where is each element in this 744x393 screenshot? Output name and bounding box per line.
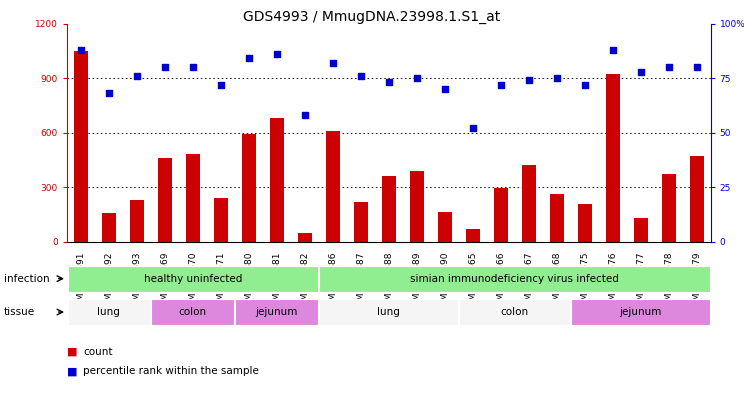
Point [131,73,143,79]
Bar [242,134,256,242]
Bar [319,266,710,292]
Point [299,112,311,118]
Point [271,51,283,57]
Bar [158,158,172,242]
Point [75,47,87,53]
Point [495,81,507,88]
Text: lung: lung [97,307,121,317]
Bar [634,218,647,242]
Bar [606,74,620,242]
Text: jejunum: jejunum [620,307,661,317]
Text: ■: ■ [67,347,77,357]
Bar [130,200,144,242]
Bar [577,204,591,242]
Text: ■: ■ [67,366,77,376]
Bar [235,299,318,325]
Point [466,125,478,131]
Point [355,73,367,79]
Bar [102,213,116,242]
Text: simian immunodeficiency virus infected: simian immunodeficiency virus infected [410,274,619,284]
Bar [74,51,88,242]
Bar [410,171,424,242]
Bar [550,193,564,242]
Point [103,90,115,97]
Bar [437,212,452,242]
Bar [319,299,458,325]
Bar [68,266,318,292]
Text: tissue: tissue [4,307,35,317]
Text: infection: infection [4,274,49,284]
Text: GDS4993 / MmugDNA.23998.1.S1_at: GDS4993 / MmugDNA.23998.1.S1_at [243,10,501,24]
Bar [214,198,228,242]
Text: colon: colon [501,307,529,317]
Text: lung: lung [377,307,400,317]
Point [187,64,199,70]
Point [663,64,675,70]
Bar [270,118,283,242]
Bar [382,176,396,242]
Text: healthy uninfected: healthy uninfected [144,274,242,284]
Bar [522,165,536,242]
Bar [571,299,710,325]
Text: jejunum: jejunum [256,307,298,317]
Point [411,75,423,81]
Bar [186,154,200,242]
Bar [298,233,312,242]
Point [551,75,562,81]
Point [159,64,171,70]
Bar [690,156,704,242]
Point [579,81,591,88]
Point [635,68,647,75]
Bar [152,299,234,325]
Bar [68,299,150,325]
Bar [353,202,368,242]
Bar [326,131,340,242]
Point [243,55,254,62]
Point [215,81,227,88]
Point [690,64,702,70]
Bar [661,174,676,242]
Point [523,77,535,83]
Bar [459,299,570,325]
Point [439,86,451,92]
Text: percentile rank within the sample: percentile rank within the sample [83,366,259,376]
Point [382,79,394,86]
Point [327,60,339,66]
Point [606,47,618,53]
Text: colon: colon [179,307,207,317]
Bar [494,188,507,242]
Text: count: count [83,347,113,357]
Bar [466,229,480,242]
